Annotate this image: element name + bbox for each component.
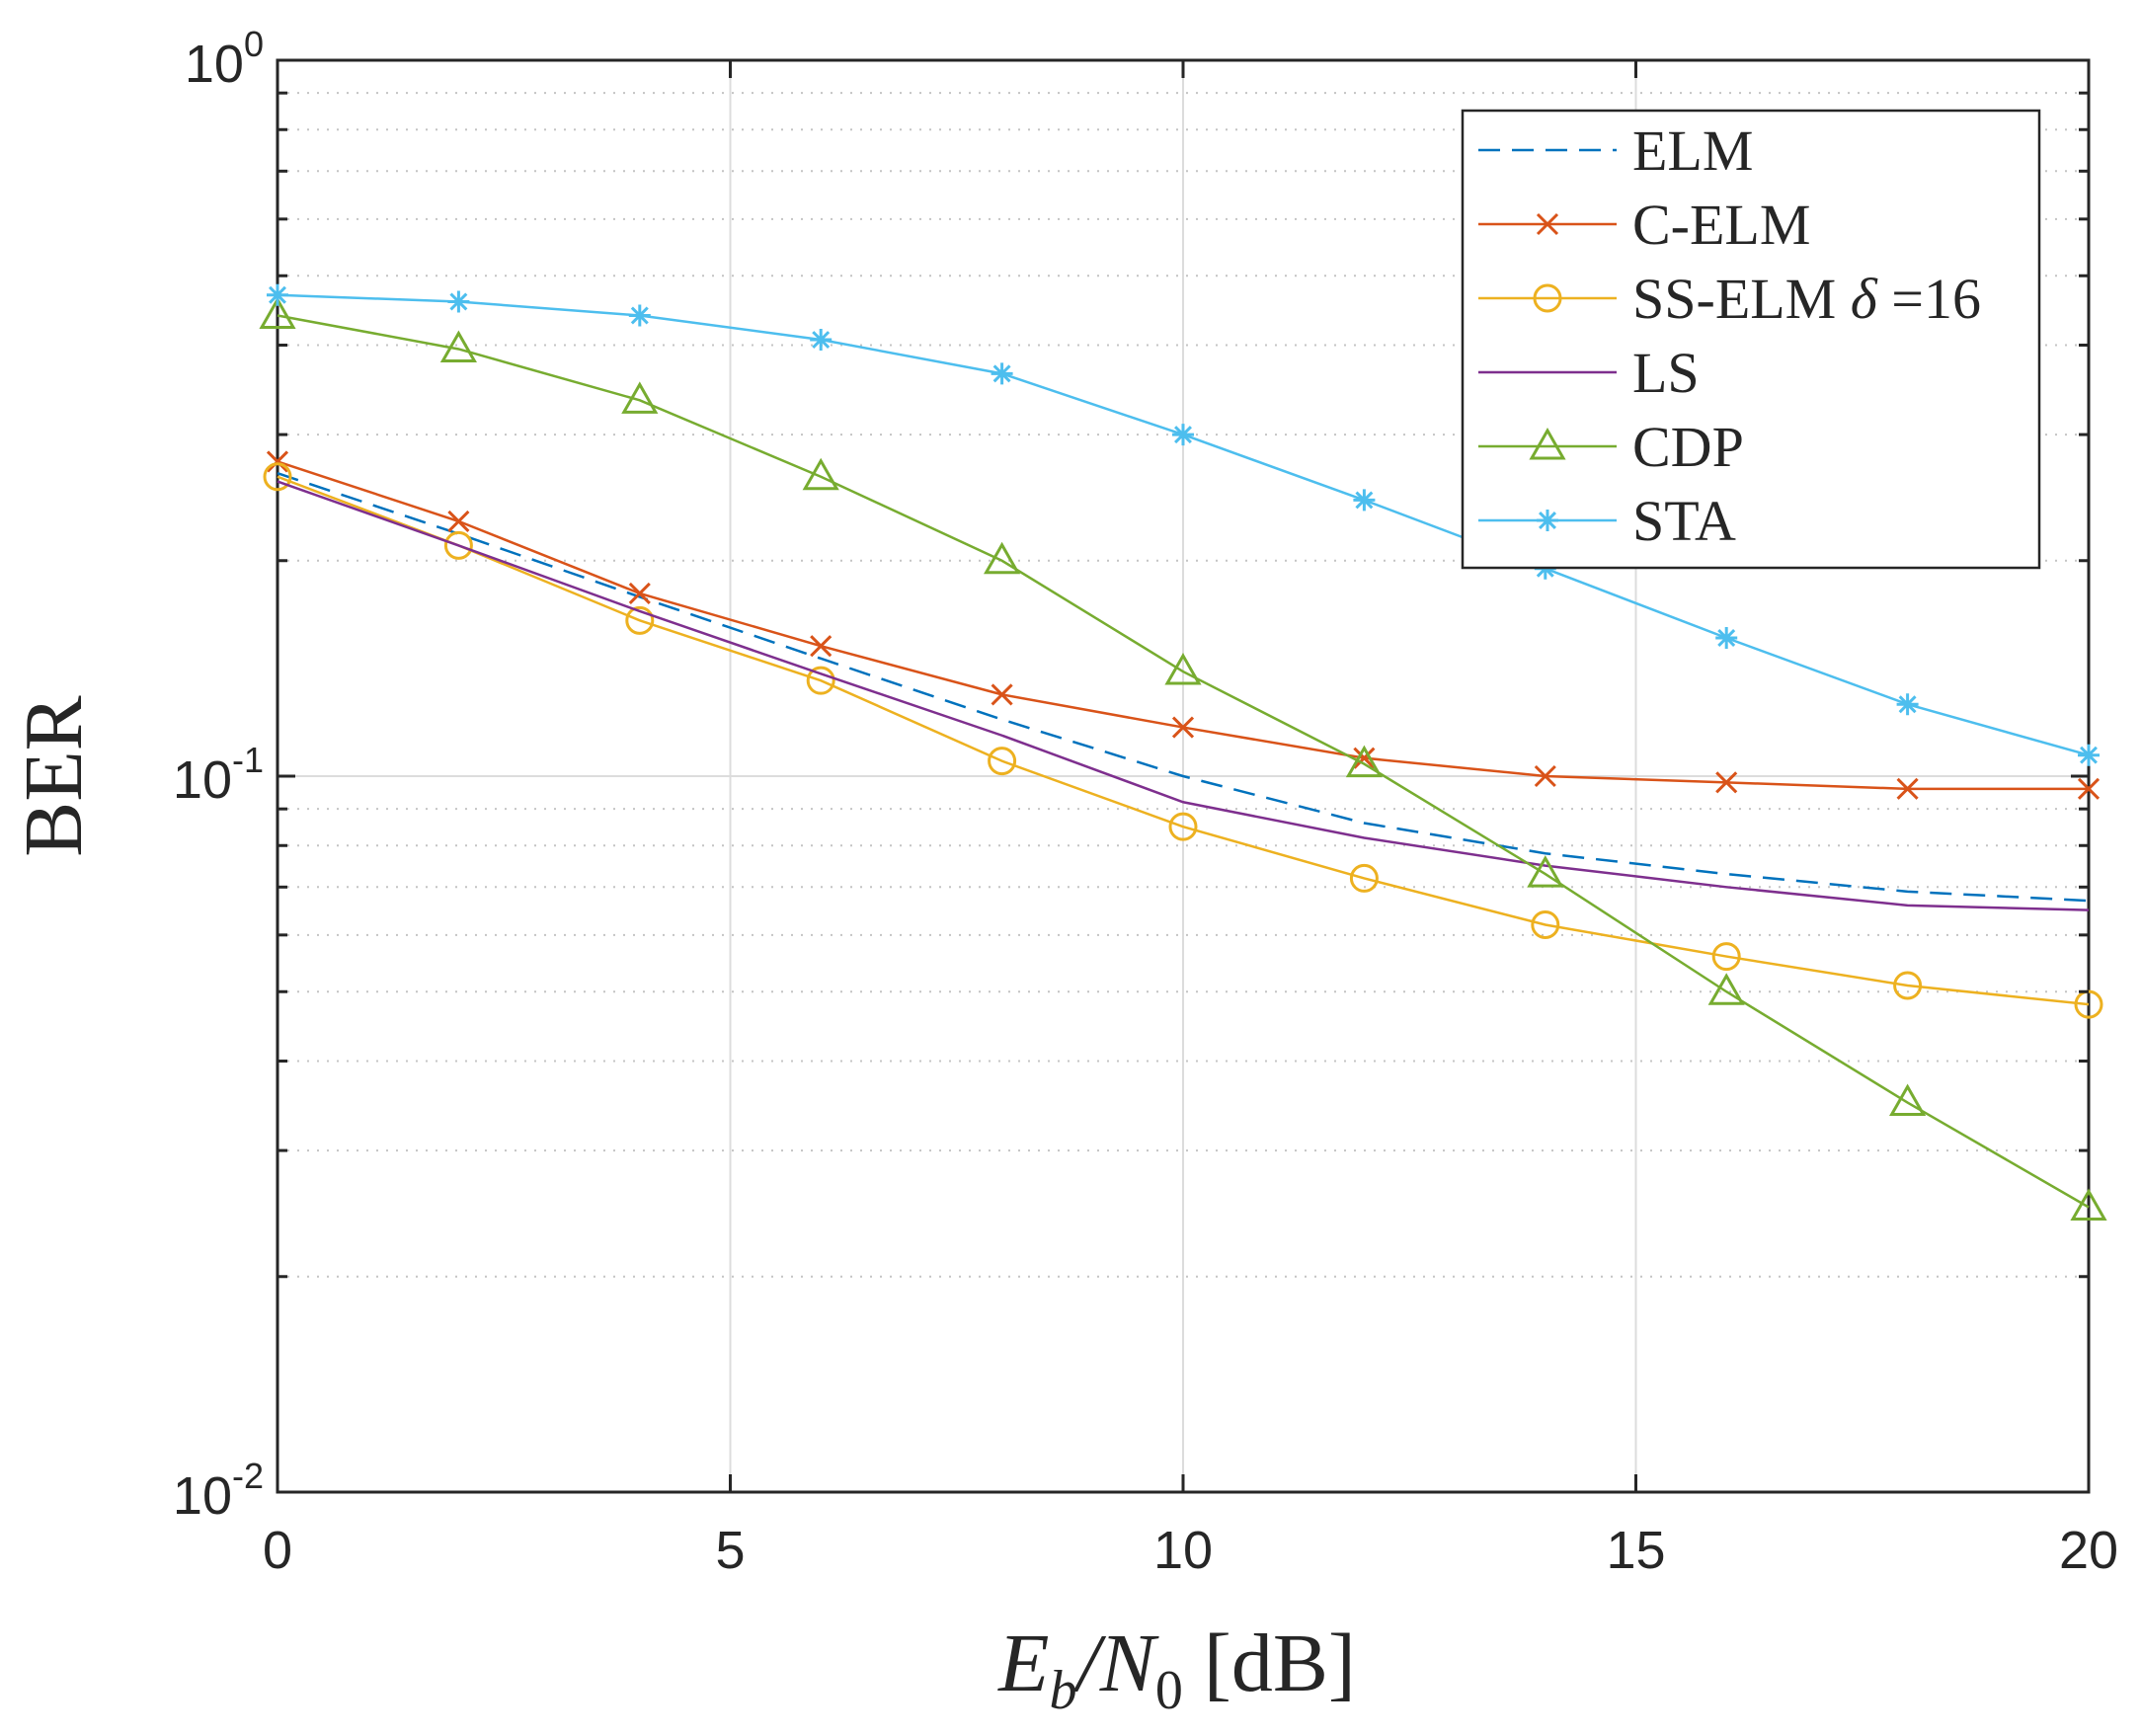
y-tick-label: 10-1 xyxy=(173,740,264,810)
data-point-ss-elm xyxy=(806,666,835,695)
series-line-ss-elm xyxy=(277,475,2090,1006)
legend-item-c-elm: C-ELM xyxy=(1478,193,1810,257)
data-point-c-elm xyxy=(447,510,470,532)
legend-item-ss-elm: SS-ELM δ =16 xyxy=(1478,267,1981,331)
series-cdp xyxy=(259,296,2107,1221)
legend-item-elm: ELM xyxy=(1478,118,1753,183)
data-point-cdp xyxy=(1164,653,1202,685)
data-point-ss-elm xyxy=(1349,863,1379,893)
data-point-sta xyxy=(628,304,651,327)
data-point-cdp xyxy=(1707,973,1745,1005)
data-point-sta xyxy=(447,290,470,313)
y-tick-labels: 100 10-1 10-2 xyxy=(173,24,264,1526)
data-point-sta xyxy=(1172,424,1194,446)
legend-marker-c-elm xyxy=(1536,212,1559,236)
data-point-ss-elm xyxy=(1711,942,1741,972)
data-point-sta xyxy=(267,283,288,306)
data-point-ss-elm xyxy=(1893,971,1923,1000)
data-point-cdp xyxy=(439,330,477,362)
series-c-elm xyxy=(266,450,2101,800)
y-axis-title: BER xyxy=(8,695,100,856)
data-point-c-elm xyxy=(266,450,289,473)
data-point-c-elm xyxy=(1534,764,1556,788)
data-point-c-elm xyxy=(991,683,1013,706)
x-tick-label: 10 xyxy=(1153,1521,1213,1580)
legend-marker-cdp xyxy=(1529,427,1566,460)
data-point-ss-elm xyxy=(988,747,1017,776)
legend-label-c-elm: C-ELM xyxy=(1632,193,1810,257)
series-ss-elm xyxy=(263,462,2103,1019)
data-point-c-elm xyxy=(810,635,833,658)
legend-label-elm: ELM xyxy=(1632,118,1753,183)
x-tick-labels: 0 5 10 15 20 xyxy=(263,1521,2118,1580)
data-point-cdp xyxy=(984,541,1021,575)
data-point-cdp xyxy=(1345,745,1383,778)
series-line-elm xyxy=(277,471,2090,903)
data-point-c-elm xyxy=(1171,716,1195,739)
legend-label-ss-elm: SS-ELM δ =16 xyxy=(1632,267,1981,331)
series-elm xyxy=(277,471,2090,903)
data-point-sta xyxy=(810,329,833,352)
series-line-cdp xyxy=(277,314,2090,1209)
series-ls xyxy=(277,480,2090,911)
data-point-sta xyxy=(2078,744,2100,766)
data-point-ss-elm xyxy=(625,605,655,635)
data-point-cdp xyxy=(1527,855,1564,888)
legend-item-sta: STA xyxy=(1478,489,1736,553)
data-point-c-elm xyxy=(1715,771,1738,794)
legend-marker-sta xyxy=(1537,510,1558,531)
y-tick-label: 10-2 xyxy=(173,1456,264,1526)
data-point-ss-elm xyxy=(263,462,292,492)
data-point-c-elm xyxy=(628,582,651,604)
data-point-cdp xyxy=(2070,1188,2107,1221)
x-tick-label: 5 xyxy=(715,1521,745,1580)
data-point-sta xyxy=(1896,693,1919,716)
legend-label-ls: LS xyxy=(1632,341,1700,405)
data-point-sta xyxy=(991,362,1013,385)
data-point-cdp xyxy=(1889,1083,1927,1117)
data-point-ss-elm xyxy=(1168,812,1198,841)
x-tick-label: 0 xyxy=(263,1521,292,1580)
legend-item-cdp: CDP xyxy=(1478,415,1744,479)
data-point-cdp xyxy=(802,457,839,491)
y-tick-label: 100 xyxy=(185,24,264,94)
legend: ELM C-ELM SS-ELM δ =16 LS CDP STA xyxy=(1461,109,2041,570)
legend-label-cdp: CDP xyxy=(1632,415,1744,479)
legend-item-ls: LS xyxy=(1478,341,1700,405)
x-axis-title: Eb/N0 [dB] xyxy=(997,1618,1356,1721)
axis-ticks xyxy=(276,58,2091,1494)
series-layer xyxy=(259,283,2107,1221)
data-point-ss-elm xyxy=(443,530,473,560)
legend-marker-ss-elm xyxy=(1533,283,1562,313)
data-point-sta xyxy=(1715,626,1738,649)
data-point-ss-elm xyxy=(1531,910,1560,940)
legend-box xyxy=(1461,109,2041,570)
data-point-cdp xyxy=(259,296,296,329)
x-tick-label: 20 xyxy=(2059,1521,2118,1580)
data-point-sta xyxy=(1353,489,1376,512)
data-point-cdp xyxy=(621,381,659,414)
data-point-c-elm xyxy=(2077,777,2101,800)
data-point-c-elm xyxy=(1353,747,1376,769)
x-tick-label: 15 xyxy=(1606,1521,1665,1580)
legend-label-sta: STA xyxy=(1632,489,1736,553)
series-line-ls xyxy=(277,480,2090,911)
data-point-c-elm xyxy=(1896,777,1919,800)
